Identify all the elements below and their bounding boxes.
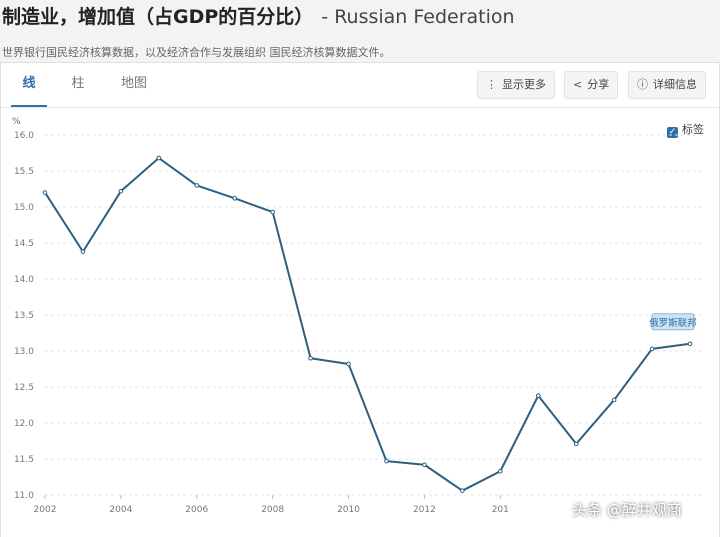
x-tick-label: 2012 [413, 505, 436, 515]
data-point [346, 361, 351, 367]
tab-map[interactable]: 地图 [120, 76, 147, 91]
labels-toggle[interactable]: ✓ 标签 [667, 121, 704, 138]
data-point [194, 183, 200, 188]
data-point [687, 341, 693, 347]
tab-bar[interactable]: 柱 [71, 76, 85, 91]
y-tick-label: 16.0 [14, 131, 34, 141]
y-tick-label: 15.0 [14, 203, 34, 213]
data-point [497, 468, 503, 474]
data-point [460, 488, 465, 493]
data-point [422, 462, 427, 468]
y-tick-label: 14.5 [14, 239, 34, 249]
info-icon: ⓘ [637, 78, 648, 91]
y-tick-label: 12.5 [14, 383, 34, 393]
data-point [118, 188, 124, 194]
page-title: 制造业，增加值（占GDP的百分比） - Russian Federation [2, 2, 515, 29]
y-tick-label: 13.5 [14, 311, 34, 321]
share-icon: < [573, 78, 583, 91]
series-line [44, 157, 691, 492]
y-tick-label: 15.5 [14, 167, 34, 177]
vertical-dots-icon: ⋮ [486, 78, 497, 91]
y-tick-label: 12.0 [14, 419, 34, 429]
data-point [80, 249, 86, 254]
share-button[interactable]: < 分享 [564, 71, 619, 99]
x-tick-label: 201 [492, 505, 509, 515]
indicator-title: 制造业，增加值（占GDP的百分比） [2, 6, 314, 28]
show-more-button[interactable]: ⋮ 显示更多 [477, 71, 555, 99]
data-point [42, 190, 48, 195]
toolbar-divider [1, 107, 719, 108]
chart-card: 线 柱 地图 ⋮ 显示更多 < 分享 ⓘ 详细信息 ✓ 标签 [0, 62, 720, 537]
series-label: 俄罗斯联邦 [649, 317, 697, 329]
y-axis-unit: % [12, 117, 21, 127]
watermark: 头条 @醉井观商 [572, 501, 682, 519]
data-point [573, 441, 579, 447]
data-point [308, 355, 313, 361]
x-tick-label: 2010 [337, 505, 360, 515]
y-tick-label: 11.0 [14, 491, 34, 501]
data-point [156, 155, 162, 161]
title-bar: 制造业，增加值（占GDP的百分比） - Russian Federation [0, 0, 720, 36]
series-label-box [651, 313, 695, 331]
data-point [232, 196, 238, 201]
x-tick-label: 2008 [261, 505, 284, 515]
checkbox-checked-icon[interactable]: ✓ [667, 127, 678, 138]
y-tick-label: 14.0 [14, 275, 34, 285]
data-point [384, 458, 389, 464]
y-tick-label: 11.5 [14, 455, 34, 465]
x-tick-label: 2006 [185, 505, 208, 515]
data-point [649, 346, 655, 352]
source-note: 世界银行国民经济核算数据，以及经济合作与发展组织 国民经济核算数据文件。 [2, 46, 391, 59]
details-label: 详细信息 [653, 78, 697, 91]
data-point [535, 393, 541, 398]
labels-toggle-label: 标签 [682, 123, 704, 136]
view-tabs: 线 柱 地图 [1, 63, 301, 107]
x-tick-label: 2004 [109, 505, 132, 515]
tab-line[interactable]: 线 [11, 63, 47, 107]
data-point [611, 397, 617, 403]
share-label: 分享 [587, 78, 610, 91]
show-more-label: 显示更多 [502, 78, 546, 91]
data-point [270, 209, 275, 215]
details-button[interactable]: ⓘ 详细信息 [628, 71, 706, 99]
country-name: - Russian Federation [321, 6, 515, 28]
x-tick-label: 2002 [34, 505, 57, 515]
y-tick-label: 13.0 [14, 347, 34, 357]
